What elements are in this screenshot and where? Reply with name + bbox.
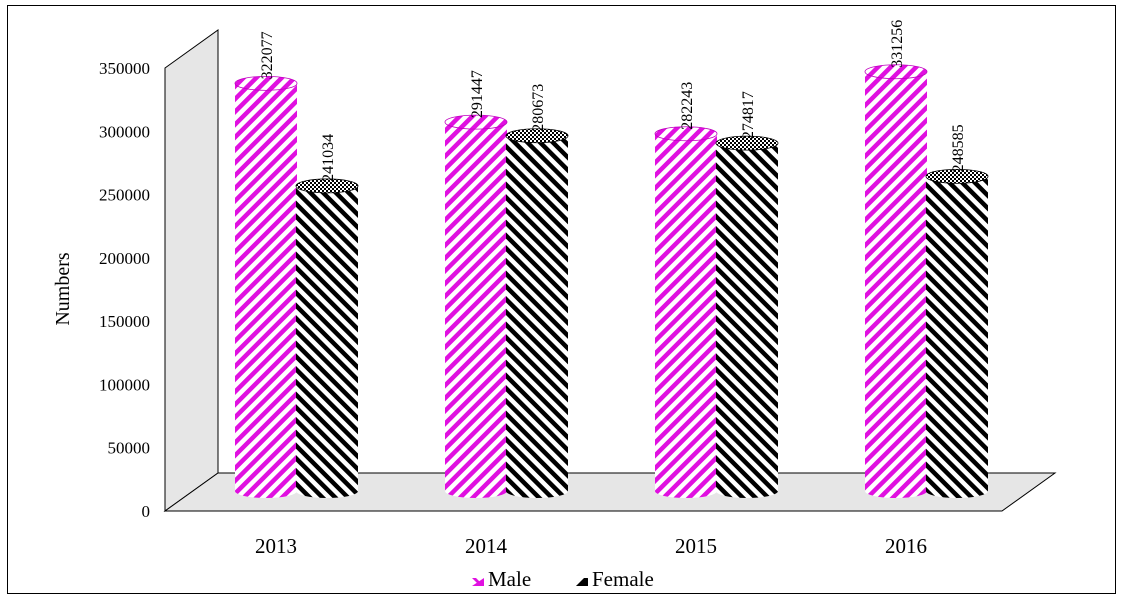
x-tick-label: 2014	[465, 534, 508, 558]
data-label: 248585	[950, 124, 967, 172]
back-wall	[164, 29, 219, 512]
legend-male-label: Male	[488, 567, 531, 591]
female-cylinder-2016	[925, 168, 989, 498]
legend-female-key	[576, 578, 588, 586]
y-tick-label: 250000	[99, 186, 150, 205]
bars	[234, 64, 989, 499]
floor	[163, 472, 1057, 512]
data-label: 331256	[889, 20, 906, 68]
y-tick-label: 150000	[99, 312, 150, 331]
legend-male-key	[472, 578, 484, 586]
y-tick-label: 50000	[108, 439, 151, 458]
x-tick-label: 2016	[885, 534, 927, 558]
y-tick-label: 0	[142, 502, 151, 521]
data-label: 322077	[259, 31, 276, 79]
legend: Male Female	[472, 567, 654, 591]
male-cylinder-2013	[234, 75, 298, 498]
data-label: 282243	[679, 82, 696, 130]
x-axis-ticks: 2013 2014 2015 2016	[255, 534, 927, 558]
male-cylinder-2016	[864, 64, 928, 498]
data-label: 274817	[740, 91, 757, 139]
legend-female-label: Female	[592, 567, 654, 591]
female-cylinder-2013	[295, 178, 359, 498]
data-label: 280673	[530, 84, 547, 132]
y-tick-label: 350000	[99, 59, 150, 78]
female-cylinder-2015	[715, 135, 779, 498]
male-cylinder-2015	[654, 126, 718, 499]
female-cylinder-2014	[505, 128, 569, 498]
y-axis-title: Numbers	[52, 252, 74, 326]
male-cylinder-2014	[444, 114, 508, 498]
y-axis-ticks: 0 50000 100000 150000 200000 250000 300000 3500…	[99, 59, 150, 521]
data-label: 241034	[320, 134, 337, 182]
y-tick-label: 200000	[99, 249, 150, 268]
x-tick-label: 2015	[675, 534, 717, 558]
y-tick-label: 300000	[99, 122, 150, 141]
data-labels: 322077 241034 291447 280673 282243 274817 3312…	[259, 20, 967, 182]
data-label: 291447	[469, 70, 486, 118]
x-tick-label: 2013	[255, 534, 297, 558]
y-tick-label: 100000	[99, 375, 150, 394]
